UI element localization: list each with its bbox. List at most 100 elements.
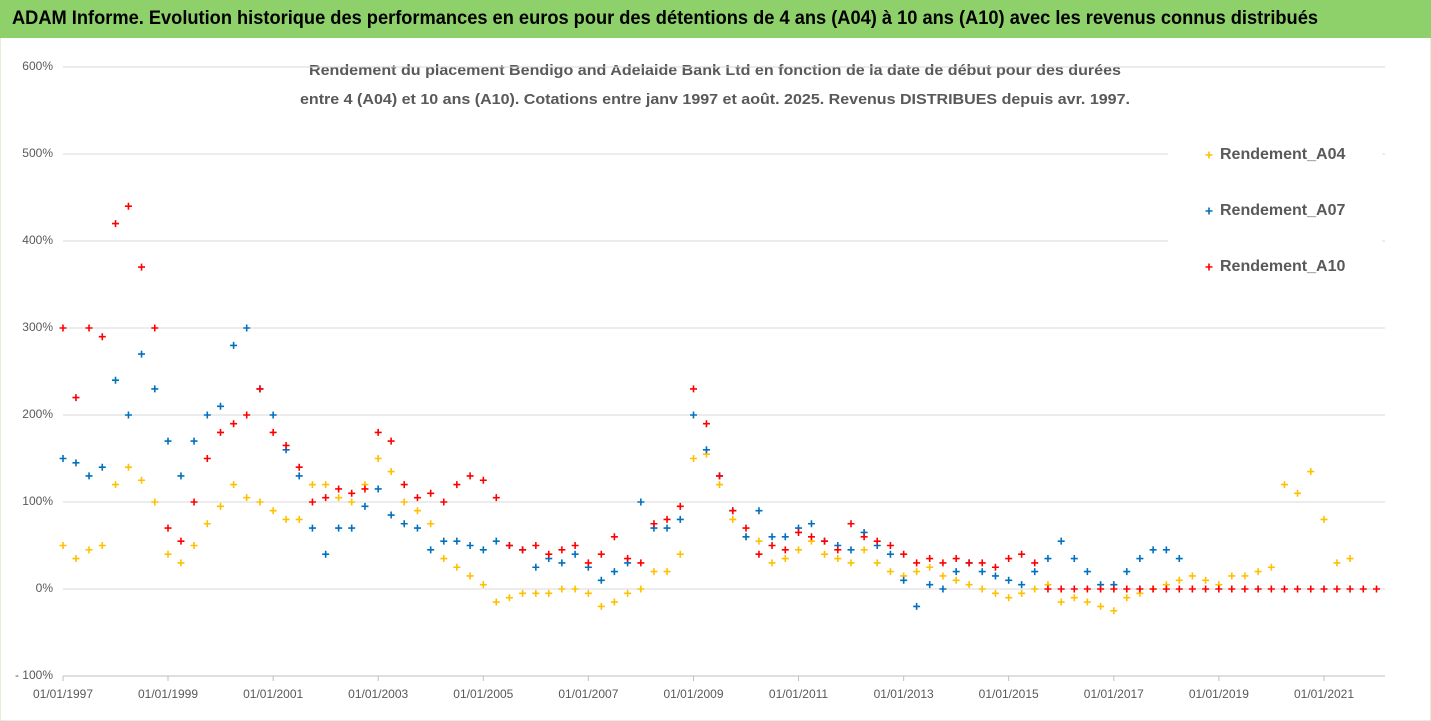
point (124, 202, 132, 210)
legend-label: Rendement_A07 (1220, 202, 1345, 219)
point (991, 563, 999, 571)
point (479, 476, 487, 484)
point (768, 559, 776, 567)
point (637, 559, 645, 567)
point (939, 585, 947, 593)
point (571, 542, 579, 549)
y-tick-label: 0% (36, 581, 54, 595)
point (72, 394, 80, 402)
point (348, 489, 356, 497)
point (886, 542, 894, 549)
point (59, 542, 67, 549)
point (768, 542, 776, 549)
point (295, 472, 303, 480)
point (295, 463, 303, 471)
legend-label: Rendement_A04 (1220, 146, 1345, 163)
point (295, 515, 303, 523)
point (361, 485, 369, 493)
point (72, 459, 80, 467)
point (322, 481, 330, 489)
banner (0, 0, 1431, 38)
point (203, 411, 211, 419)
point (269, 411, 277, 419)
legend-marker (1205, 207, 1213, 215)
point (440, 555, 448, 563)
point (1373, 585, 1381, 593)
point (755, 550, 763, 558)
point (466, 572, 474, 580)
point (112, 376, 120, 384)
point (427, 489, 435, 497)
plot-area (59, 202, 1381, 615)
point (308, 498, 316, 506)
point (860, 546, 868, 554)
point (190, 498, 198, 506)
point (243, 494, 251, 502)
point (322, 550, 330, 558)
point (519, 546, 527, 554)
point (1241, 585, 1249, 593)
y-tick-label: 300% (22, 320, 53, 334)
subtitle: entre 4 (A04) et 10 ans (A10). Cotations… (300, 91, 1130, 108)
point (939, 572, 947, 580)
point (203, 455, 211, 462)
point (190, 437, 198, 445)
point (781, 555, 789, 563)
point (466, 542, 474, 549)
point (1097, 602, 1105, 610)
point (1070, 594, 1078, 602)
point (256, 498, 264, 506)
point (991, 589, 999, 597)
point (926, 581, 934, 589)
point (781, 533, 789, 541)
subtitle: Rendement du placement Bendigo and Adela… (309, 62, 1121, 79)
point (230, 420, 238, 428)
point (637, 498, 645, 506)
point (1280, 585, 1288, 593)
point (676, 502, 684, 510)
point (217, 428, 225, 436)
x-tick-label: 01/01/2019 (1189, 687, 1249, 701)
point (1044, 555, 1052, 563)
point (519, 589, 527, 597)
point (203, 520, 211, 528)
point (1188, 585, 1196, 593)
point (965, 581, 973, 589)
point (348, 524, 356, 532)
point (151, 324, 159, 332)
point (873, 537, 881, 545)
point (1031, 568, 1039, 576)
point (1307, 468, 1315, 476)
point (558, 585, 566, 593)
point (873, 559, 881, 567)
point (532, 542, 540, 549)
point (177, 472, 185, 480)
point (1320, 585, 1328, 593)
point (413, 507, 421, 515)
point (440, 498, 448, 506)
point (1136, 585, 1144, 593)
point (1057, 537, 1065, 545)
point (690, 385, 698, 393)
point (217, 502, 225, 510)
point (597, 602, 605, 610)
point (663, 568, 671, 576)
point (413, 524, 421, 532)
point (913, 568, 921, 576)
point (1254, 585, 1262, 593)
point (807, 520, 815, 528)
y-tick-label: - 100% (15, 668, 53, 682)
point (1057, 585, 1065, 593)
point (597, 576, 605, 584)
point (1057, 598, 1065, 606)
point (1018, 581, 1026, 589)
point (1294, 585, 1302, 593)
point (138, 263, 146, 271)
x-tick-label: 01/01/2007 (558, 687, 618, 701)
point (610, 598, 618, 606)
point (847, 559, 855, 567)
point (72, 555, 80, 563)
x-tick-label: 01/01/2005 (453, 687, 513, 701)
x-tick-label: 01/01/2003 (348, 687, 408, 701)
